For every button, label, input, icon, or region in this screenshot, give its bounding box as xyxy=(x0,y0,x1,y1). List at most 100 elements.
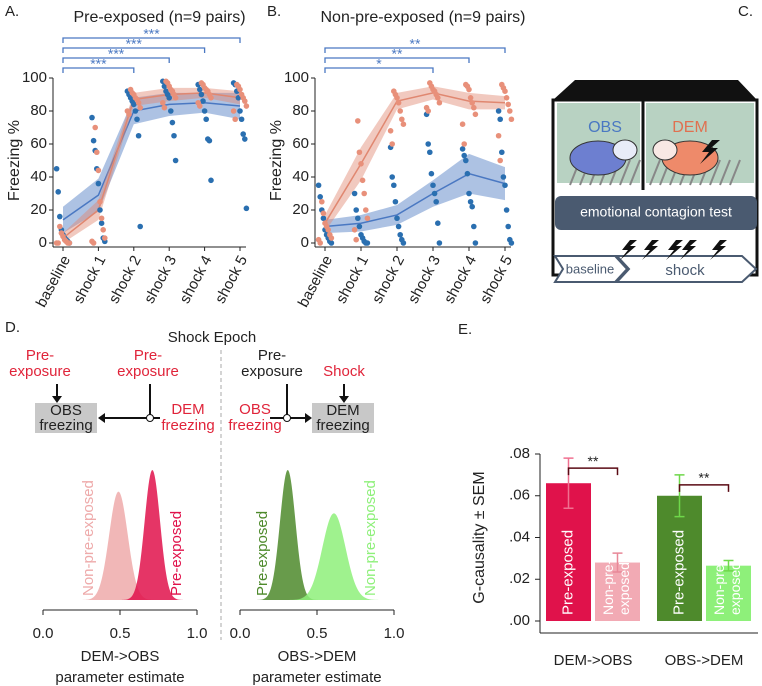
chart-title: Non-pre-exposed (n=9 pairs) xyxy=(321,9,526,26)
panel-c: C. OBS DEM emotional contagion test base… xyxy=(551,3,759,283)
y-tick-label: 20 xyxy=(292,201,309,218)
data-point xyxy=(428,170,435,177)
shock-label: shock xyxy=(665,262,705,279)
obs-mouse-head xyxy=(612,139,638,161)
significance-bracket xyxy=(62,47,206,53)
data-point xyxy=(400,121,407,127)
data-point xyxy=(328,235,335,241)
data-point xyxy=(389,174,396,180)
data-point xyxy=(126,111,132,118)
data-point xyxy=(425,141,432,147)
data-point xyxy=(240,131,246,137)
significance-label: *** xyxy=(90,56,107,72)
data-point xyxy=(55,189,61,195)
series-label: Non-pre-exposed xyxy=(80,480,97,596)
data-point xyxy=(364,215,371,222)
error-bar xyxy=(723,559,734,572)
obs-label: OBS xyxy=(588,119,622,136)
data-point xyxy=(464,170,471,177)
bar-label: Non-pre- xyxy=(711,559,727,615)
significance-label: ** xyxy=(410,36,421,52)
data-point xyxy=(353,207,360,213)
data-point xyxy=(317,240,324,246)
junction xyxy=(146,414,154,422)
x-tick-label: 0.0 xyxy=(33,625,54,642)
significance-label: *** xyxy=(143,26,160,42)
data-point xyxy=(495,108,502,114)
data-point xyxy=(198,91,205,98)
data-point xyxy=(400,240,407,246)
epoch-title: Shock Epoch xyxy=(168,329,256,346)
panel-label: E. xyxy=(458,321,472,338)
x-axis-label: OBS->DEM xyxy=(278,648,357,665)
significance-label: ** xyxy=(392,46,403,62)
data-point xyxy=(161,104,168,111)
data-point xyxy=(361,190,368,197)
data-point xyxy=(430,182,436,189)
data-point xyxy=(433,198,440,205)
data-point xyxy=(57,213,63,220)
x-tick-label: 0.5 xyxy=(307,625,328,642)
x-tick-label: shock 3 xyxy=(141,253,180,307)
y-tick-label: .06 xyxy=(509,487,530,504)
data-point xyxy=(319,198,325,205)
data-point xyxy=(395,99,402,106)
y-tick-label: 0 xyxy=(301,234,309,251)
x-tick-label: shock 1 xyxy=(70,253,109,307)
data-point xyxy=(328,240,335,246)
data-point xyxy=(463,157,469,164)
density-curve xyxy=(43,470,197,600)
cause-label: exposure xyxy=(117,363,179,380)
y-tick-label: 80 xyxy=(292,102,309,119)
data-point xyxy=(497,116,504,123)
x-tick-label: shock 2 xyxy=(369,253,408,307)
data-point xyxy=(459,146,466,152)
data-point xyxy=(505,101,512,108)
y-tick-label: .00 xyxy=(509,612,530,629)
error-band xyxy=(63,92,240,234)
data-point xyxy=(201,108,208,114)
data-point xyxy=(97,198,103,205)
data-point xyxy=(169,119,176,126)
x-tick-label: shock 4 xyxy=(176,253,215,307)
data-point xyxy=(135,132,142,139)
panel-label: C. xyxy=(738,3,753,20)
target-box xyxy=(35,403,97,433)
x-tick-label: baseline xyxy=(295,253,336,310)
bar-label: exposed xyxy=(616,562,632,615)
y-tick-label: 60 xyxy=(292,135,309,152)
x-tick-label: 0.0 xyxy=(230,625,251,642)
data-point xyxy=(356,223,363,230)
data-point xyxy=(425,108,432,114)
data-point xyxy=(472,111,479,118)
shock-arrow xyxy=(614,255,758,283)
data-point xyxy=(320,210,327,217)
density-curve xyxy=(240,470,394,600)
bar-label: Pre-exposed xyxy=(670,530,687,615)
data-point xyxy=(495,132,502,139)
target-box xyxy=(312,403,374,433)
data-point xyxy=(242,136,248,142)
error-bar xyxy=(674,474,685,518)
data-point xyxy=(243,205,250,212)
target-label: DEM xyxy=(326,402,359,419)
data-point xyxy=(171,132,177,139)
y-tick-label: 20 xyxy=(30,201,47,218)
bar xyxy=(706,565,751,621)
panel-label: B. xyxy=(267,3,281,20)
data-point xyxy=(431,190,438,197)
y-tick-label: 60 xyxy=(30,135,47,152)
y-tick-label: 80 xyxy=(30,102,47,119)
data-point xyxy=(395,223,402,230)
x-axis-label: parameter estimate xyxy=(252,669,381,686)
data-point xyxy=(53,165,60,172)
data-point xyxy=(502,88,508,94)
data-point xyxy=(237,86,243,93)
mean-line xyxy=(324,172,506,228)
data-point xyxy=(351,227,358,233)
data-point xyxy=(499,149,505,156)
x-tick-label: 1.0 xyxy=(384,625,405,642)
cause-label: Pre- xyxy=(134,347,162,364)
data-point xyxy=(508,116,515,123)
data-point xyxy=(100,227,106,233)
